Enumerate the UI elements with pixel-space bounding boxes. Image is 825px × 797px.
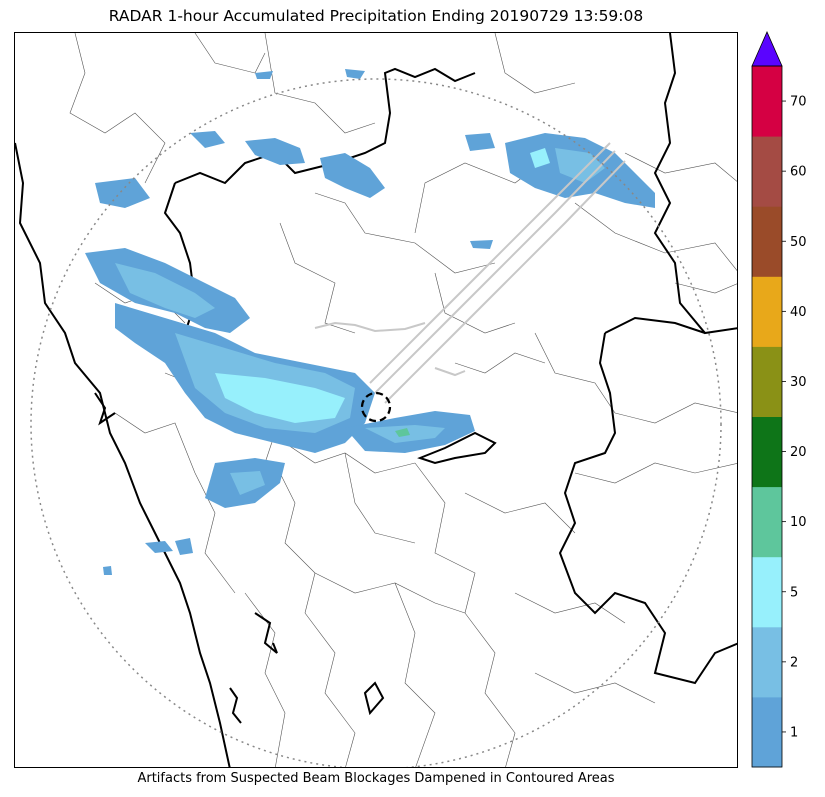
colorbar-outline bbox=[751, 65, 783, 768]
colorbar-tick-label: 5 bbox=[790, 585, 798, 600]
beam-blockage-line bbox=[314, 321, 426, 333]
colorbar-tick-label: 60 bbox=[790, 165, 807, 180]
beam-blockage-line bbox=[369, 142, 611, 384]
precip-cell bbox=[145, 541, 173, 553]
colorbar-tick-label: 1 bbox=[790, 725, 798, 740]
precip-cell bbox=[95, 178, 150, 208]
state-border bbox=[558, 332, 737, 685]
radar-map[interactable] bbox=[14, 32, 738, 768]
map-caption: Artifacts from Suspected Beam Blockages … bbox=[137, 771, 615, 786]
district-border bbox=[464, 492, 576, 534]
precip-cell bbox=[530, 148, 550, 168]
precip-cell bbox=[103, 566, 112, 575]
district-border bbox=[574, 202, 737, 271]
district-border bbox=[304, 612, 356, 767]
colorbar-bin-40 bbox=[752, 276, 782, 347]
district-border bbox=[534, 332, 616, 414]
colorbar-bin-20 bbox=[752, 416, 782, 488]
district-border bbox=[574, 462, 737, 484]
precip-cell bbox=[470, 240, 493, 249]
state-border bbox=[604, 316, 706, 334]
beam-blockage-line bbox=[374, 150, 616, 394]
precip-cell bbox=[245, 138, 305, 165]
state-border bbox=[363, 681, 385, 716]
colorbar-bin-50 bbox=[752, 206, 782, 277]
precip-cell bbox=[465, 133, 495, 151]
state-border bbox=[94, 392, 116, 426]
district-border bbox=[314, 572, 466, 614]
precip-cell bbox=[215, 373, 345, 423]
precip-cell bbox=[175, 538, 193, 555]
colorbar-tick-label: 50 bbox=[790, 235, 807, 250]
colorbar-over-arrow bbox=[751, 31, 783, 67]
precip-cell bbox=[190, 131, 225, 148]
map-title: RADAR 1-hour Accumulated Precipitation E… bbox=[108, 7, 644, 25]
colorbar-tick-label: 30 bbox=[790, 375, 807, 390]
precip-cell bbox=[320, 153, 385, 198]
colorbar-bin-5 bbox=[752, 556, 782, 628]
precip-cell bbox=[230, 471, 265, 495]
precipitation-field bbox=[85, 69, 655, 575]
colorbar-tick-label: 40 bbox=[790, 305, 807, 320]
colorbar-bin-10 bbox=[752, 486, 782, 558]
radar-range-ring bbox=[30, 78, 722, 767]
state-border bbox=[417, 431, 497, 465]
district-border bbox=[674, 282, 737, 294]
district-border bbox=[69, 33, 166, 184]
beam-blockage-line bbox=[384, 160, 626, 404]
district-border bbox=[274, 462, 316, 614]
colorbar-bin-60 bbox=[752, 136, 782, 207]
colorbar-bin-2 bbox=[752, 626, 782, 698]
district-border bbox=[624, 152, 737, 182]
colorbar-bin-1 bbox=[752, 696, 782, 768]
district-border bbox=[434, 272, 516, 334]
state-border bbox=[653, 33, 737, 335]
district-border bbox=[194, 472, 236, 594]
district-border bbox=[614, 402, 737, 424]
district-border bbox=[464, 612, 516, 767]
beam-blockage-line bbox=[434, 367, 466, 377]
district-border bbox=[194, 33, 266, 74]
colorbar-bin-70 bbox=[752, 66, 782, 137]
beam-blockage-contours bbox=[314, 142, 626, 404]
state-border bbox=[254, 612, 278, 654]
precip-cell bbox=[395, 428, 410, 437]
colorbar-ticks: 1 2 5 10 20 30 40 50 60 70 bbox=[782, 95, 807, 740]
district-border bbox=[114, 412, 196, 474]
district-border bbox=[279, 222, 356, 334]
district-borders bbox=[69, 33, 737, 767]
colorbar: 1 2 5 10 20 30 40 50 60 70 bbox=[751, 31, 807, 768]
state-borders bbox=[15, 33, 737, 767]
district-border bbox=[454, 352, 546, 374]
colorbar-tick-label: 2 bbox=[790, 655, 798, 670]
state-border bbox=[174, 67, 476, 185]
district-border bbox=[534, 672, 656, 704]
precip-cell bbox=[255, 71, 273, 79]
district-border bbox=[514, 592, 626, 624]
state-border bbox=[15, 142, 231, 767]
district-border bbox=[394, 582, 436, 767]
district-border bbox=[414, 462, 476, 614]
colorbar-tick-label: 10 bbox=[790, 515, 807, 530]
state-border bbox=[229, 687, 242, 724]
colorbar-bins bbox=[752, 66, 782, 768]
precip-cell bbox=[115, 263, 215, 318]
radar-site-marker bbox=[360, 391, 392, 423]
colorbar-tick-label: 20 bbox=[790, 445, 807, 460]
district-border bbox=[264, 33, 376, 134]
district-border bbox=[344, 452, 416, 544]
colorbar-tick-label: 70 bbox=[790, 95, 807, 110]
district-border bbox=[494, 33, 576, 94]
colorbar-bin-30 bbox=[752, 346, 782, 417]
precip-cell bbox=[345, 69, 365, 79]
district-border bbox=[314, 192, 496, 274]
